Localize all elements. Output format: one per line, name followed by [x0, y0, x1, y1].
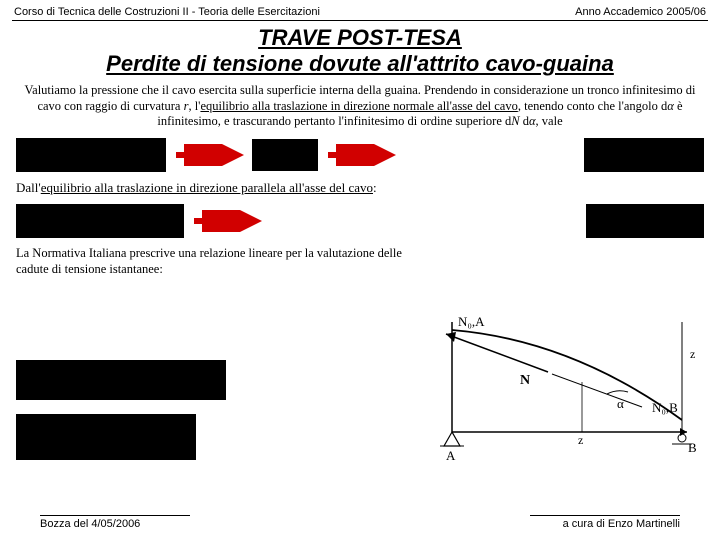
header-left: Corso di Tecnica delle Costruzioni II - …: [14, 6, 320, 18]
page-header: Corso di Tecnica delle Costruzioni II - …: [0, 0, 720, 20]
eq-box-3: [16, 360, 226, 400]
p1-b: , l': [188, 99, 200, 113]
equation-row-2: [0, 200, 720, 242]
p1-ul: equilibrio alla traslazione in direzione…: [200, 99, 517, 113]
eq-box-1c: [584, 138, 704, 172]
p1-c: , tenendo conto che l'angolo d: [518, 99, 667, 113]
p1-f: , vale: [536, 114, 563, 128]
sub-ul: equilibrio alla traslazione in direzione…: [41, 180, 373, 195]
label-z: z: [578, 433, 583, 447]
paragraph-1: Valutiamo la pressione che il cavo eserc…: [0, 77, 720, 134]
label-B: B: [688, 440, 697, 455]
label-N0B: N₀,B: [652, 400, 678, 415]
p1-N: N: [511, 114, 519, 128]
header-right: Anno Accademico 2005/06: [575, 6, 706, 18]
label-A: A: [446, 448, 456, 462]
p1-e: d: [520, 114, 529, 128]
label-N: N: [520, 373, 530, 388]
beam-diagram: N N₀,A N₀,B A B α z z: [432, 312, 702, 462]
subheading: Dall'equilibrio alla traslazione in dire…: [0, 176, 720, 200]
arrow-icon: [174, 144, 244, 166]
eq-box-2a: [16, 204, 184, 238]
arrow-icon: [192, 210, 262, 232]
eq-box-4: [16, 414, 196, 460]
label-zaxis: z: [690, 347, 695, 361]
normative-text: La Normativa Italiana prescrive una rela…: [0, 242, 432, 277]
eq-box-1a: [16, 138, 166, 172]
title-line-1: TRAVE POST-TESA: [0, 25, 720, 51]
page-footer: Bozza del 4/05/2006 a cura di Enzo Marti…: [0, 515, 720, 530]
arrow-icon: [326, 144, 396, 166]
beam-svg: N N₀,A N₀,B A B α z z: [432, 312, 702, 462]
header-divider: [12, 20, 708, 21]
title-block: TRAVE POST-TESA Perdite di tensione dovu…: [0, 25, 720, 77]
label-N0A: N₀,A: [458, 314, 485, 329]
sub-a: Dall': [16, 180, 41, 195]
title-line-2: Perdite di tensione dovute all'attrito c…: [0, 51, 720, 77]
eq-box-2b: [586, 204, 704, 238]
footer-right: a cura di Enzo Martinelli: [530, 515, 680, 530]
sub-b: :: [373, 180, 377, 195]
footer-left: Bozza del 4/05/2006: [40, 515, 190, 530]
label-alpha: α: [617, 396, 624, 411]
left-equation-boxes: [16, 360, 226, 460]
equation-row-1: [0, 134, 720, 176]
eq-box-1b: [252, 139, 318, 171]
